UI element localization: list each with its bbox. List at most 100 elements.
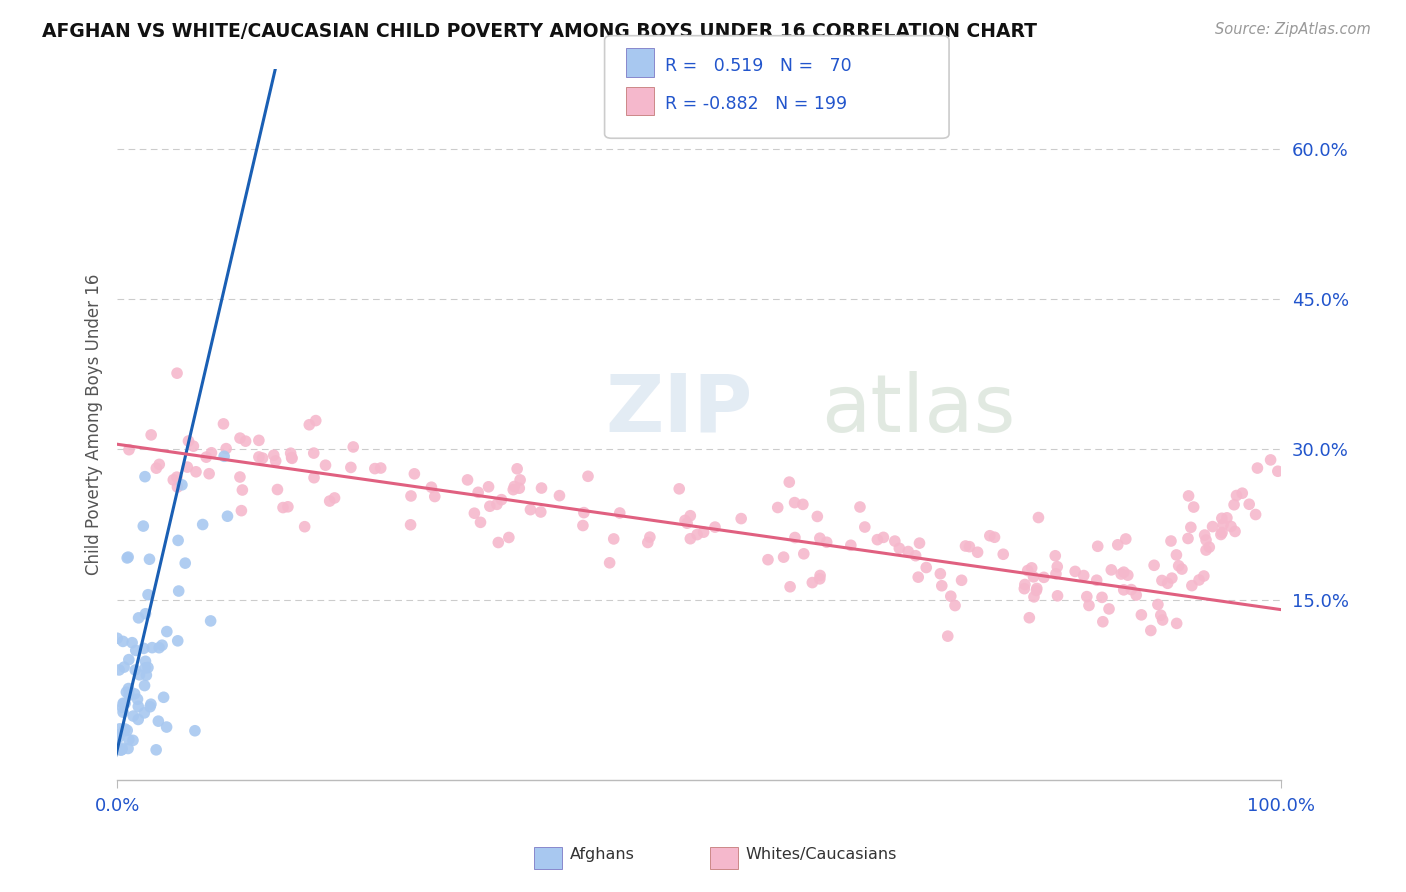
Point [152, 690, 174, 705]
Text: R = -0.882   N = 199: R = -0.882 N = 199 [665, 95, 848, 113]
Point [139, 697, 162, 711]
Point [936, 629, 959, 643]
Point [1223, 524, 1246, 539]
Point [318, 494, 340, 508]
Point [117, 550, 139, 565]
Point [783, 531, 806, 545]
Point [404, 467, 426, 481]
Point [167, 533, 190, 548]
Point [907, 570, 929, 584]
Point [136, 588, 159, 602]
Point [1232, 486, 1254, 500]
Point [148, 458, 170, 472]
Point [638, 530, 661, 544]
Point [470, 516, 492, 530]
Point [1147, 598, 1170, 612]
Point [111, 700, 134, 714]
Point [128, 611, 150, 625]
Point [1201, 519, 1223, 533]
Point [793, 547, 815, 561]
Point [1211, 511, 1233, 525]
Point [1246, 461, 1268, 475]
Point [107, 728, 129, 742]
Point [1171, 562, 1194, 576]
Point [548, 489, 571, 503]
Point [1181, 579, 1204, 593]
Text: Afghans: Afghans [569, 847, 634, 863]
Point [1121, 582, 1143, 597]
Point [950, 574, 973, 588]
Point [124, 687, 146, 701]
Text: atlas: atlas [821, 371, 1015, 449]
Point [839, 538, 862, 552]
Point [364, 461, 387, 475]
Point [135, 668, 157, 682]
Point [166, 470, 188, 484]
Point [177, 434, 200, 448]
Point [1032, 570, 1054, 584]
Point [506, 462, 529, 476]
Point [1177, 532, 1199, 546]
Point [853, 520, 876, 534]
Point [200, 614, 222, 628]
Point [572, 518, 595, 533]
Point [105, 632, 128, 646]
Point [808, 568, 831, 582]
Point [1115, 532, 1137, 546]
Point [1107, 538, 1129, 552]
Point [1150, 574, 1173, 588]
Point [915, 560, 938, 574]
Point [897, 544, 920, 558]
Point [485, 497, 508, 511]
Point [1167, 558, 1189, 573]
Point [779, 580, 801, 594]
Point [108, 743, 131, 757]
Point [118, 688, 141, 702]
Point [176, 460, 198, 475]
Point [457, 473, 479, 487]
Point [252, 451, 274, 466]
Point [792, 497, 814, 511]
Point [1025, 582, 1047, 596]
Point [280, 446, 302, 460]
Point [134, 654, 156, 668]
Point [929, 566, 952, 581]
Point [110, 743, 132, 757]
Point [108, 722, 131, 736]
Point [478, 500, 501, 514]
Point [1017, 564, 1039, 578]
Point [509, 473, 531, 487]
Point [229, 470, 252, 484]
Point [1014, 582, 1036, 596]
Point [134, 706, 156, 720]
Point [1064, 565, 1087, 579]
Point [302, 471, 325, 485]
Point [112, 697, 135, 711]
Point [134, 661, 156, 675]
Point [1194, 528, 1216, 542]
Point [148, 640, 170, 655]
Point [166, 366, 188, 380]
Point [1022, 590, 1045, 604]
Text: AFGHAN VS WHITE/CAUCASIAN CHILD POVERTY AMONG BOYS UNDER 16 CORRELATION CHART: AFGHAN VS WHITE/CAUCASIAN CHILD POVERTY … [42, 22, 1038, 41]
Point [1223, 498, 1246, 512]
Y-axis label: Child Poverty Among Boys Under 16: Child Poverty Among Boys Under 16 [86, 274, 103, 575]
Point [1192, 569, 1215, 583]
Point [124, 663, 146, 677]
Point [808, 572, 831, 586]
Text: R =   0.519   N =   70: R = 0.519 N = 70 [665, 57, 852, 75]
Point [1166, 616, 1188, 631]
Point [778, 475, 800, 489]
Point [1091, 615, 1114, 629]
Point [110, 743, 132, 757]
Point [127, 699, 149, 714]
Point [1160, 571, 1182, 585]
Point [122, 733, 145, 747]
Point [107, 731, 129, 745]
Point [195, 450, 218, 465]
Point [198, 467, 221, 481]
Point [170, 478, 193, 492]
Point [114, 722, 136, 736]
Point [112, 723, 135, 738]
Point [145, 461, 167, 475]
